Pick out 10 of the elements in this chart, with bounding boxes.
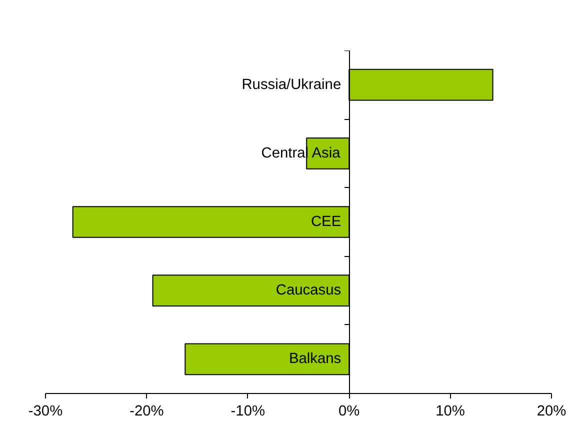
y-tick-label: Balkans bbox=[288, 351, 342, 368]
x-tick-label: 20% bbox=[536, 404, 566, 420]
x-tick-label: 10% bbox=[436, 404, 465, 420]
y-tick-label: Caucasus bbox=[276, 282, 342, 299]
y-tick-label: CEE bbox=[310, 214, 342, 230]
x-tick-label: -30% bbox=[28, 404, 63, 420]
x-tick-label: 0% bbox=[338, 404, 360, 420]
y-tick-label: Russia/Ukraine bbox=[242, 76, 342, 93]
x-tick-label: -20% bbox=[130, 404, 164, 420]
x-tick-label: -10% bbox=[230, 404, 266, 420]
